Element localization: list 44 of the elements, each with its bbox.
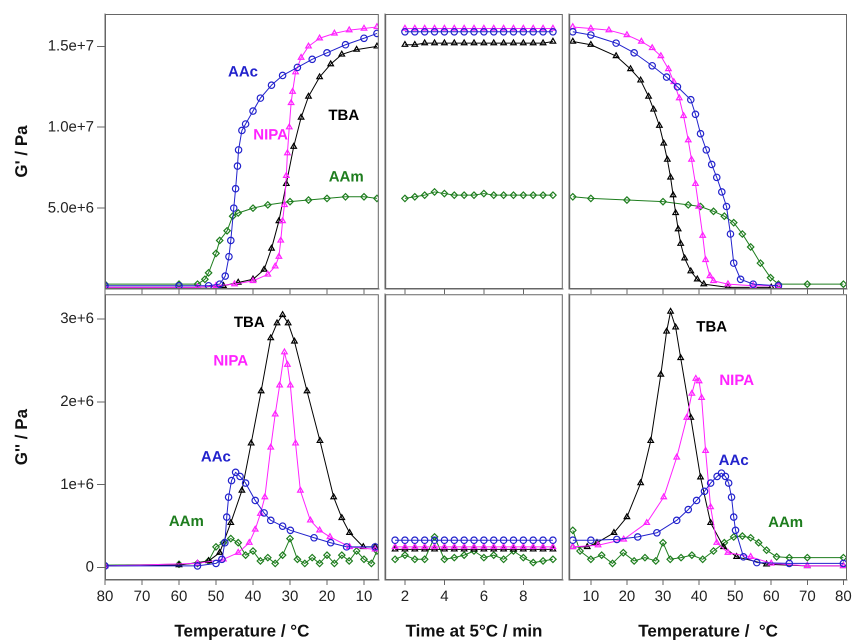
x-tick-label: 50	[208, 588, 224, 606]
y-axis-title: G' / Pa	[12, 124, 31, 178]
text: NIPA	[213, 352, 248, 370]
x-tick-label: 40	[244, 588, 262, 606]
y-axis-title: G'' / Pa	[12, 408, 31, 466]
series-label: AAc	[718, 452, 749, 469]
series-label: TBA	[234, 314, 265, 332]
x-tick-label: 60	[762, 588, 780, 606]
y-tick-label: 5.0e+6	[48, 199, 94, 216]
y-tick-label: 1e+6	[60, 476, 94, 493]
series-label: NIPA	[719, 372, 754, 390]
x-tick-label: 10	[356, 588, 372, 606]
x-tick-label: 20	[618, 588, 636, 606]
x-tick-label: 70	[798, 588, 816, 606]
series-label: AAm	[328, 168, 364, 186]
x-axis-title: Time at 5°C / min	[406, 621, 542, 640]
x-tick-label: 80	[96, 588, 114, 606]
x-tick-label: 80	[835, 588, 852, 606]
x-axis-title: Temperature / °C	[174, 621, 310, 640]
series-label: AAc	[200, 448, 231, 466]
x-tick-label: 40	[690, 588, 708, 606]
y-tick-label: 2e+6	[60, 393, 94, 410]
x-tick-label: 30	[282, 588, 298, 606]
series-label: AAc	[228, 63, 258, 80]
x-tick-label: 70	[134, 588, 150, 606]
series-label: TBA	[328, 107, 360, 124]
series-label: NIPA	[253, 126, 288, 144]
y-tick-label: 3e+6	[60, 310, 94, 328]
x-axis-title: Temperature / °C	[638, 621, 778, 640]
x-tick-label: 60	[170, 588, 188, 606]
series-label: AAm	[768, 514, 804, 531]
x-tick-label: 10	[582, 588, 600, 606]
x-tick-label: 30	[654, 588, 672, 606]
series-label: AAm	[168, 513, 204, 530]
y-tick-label: 1.0e+7	[48, 118, 94, 136]
x-tick-label: 20	[318, 588, 336, 606]
y-tick-label: 1.5e+7	[48, 37, 94, 54]
x-tick-label: 50	[726, 588, 744, 606]
y-tick-label: 0	[86, 558, 94, 576]
x-tick-label: 4	[440, 588, 449, 606]
x-tick-label: 6	[480, 588, 488, 606]
x-tick-label: 8	[519, 588, 528, 606]
x-tick-label: 2	[400, 588, 410, 606]
series-label: TBA	[696, 318, 728, 336]
